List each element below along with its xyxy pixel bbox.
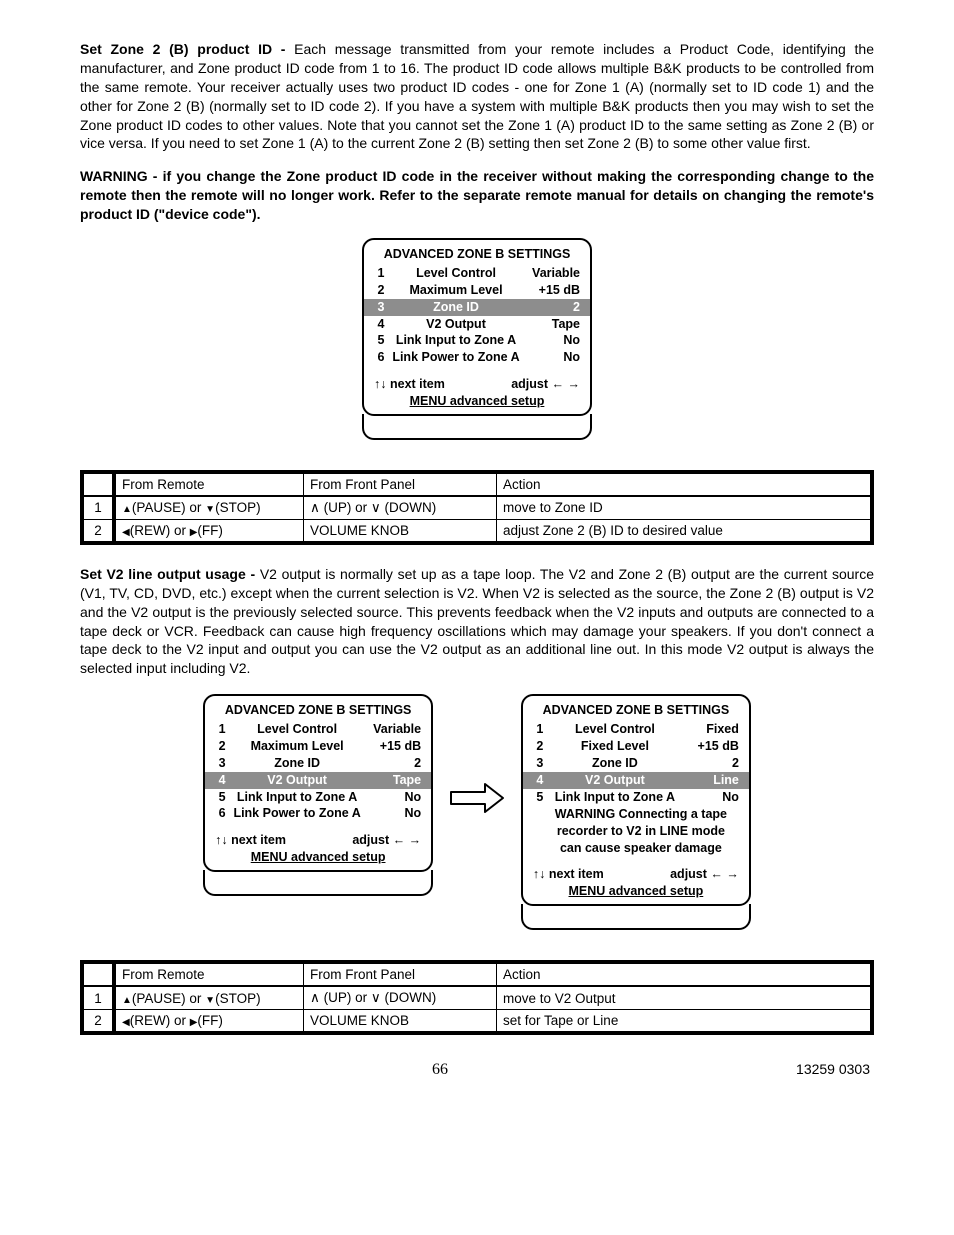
osd-row: 1Level ControlVariable (215, 721, 421, 738)
page-number: 66 (432, 1061, 448, 1079)
para-warning: WARNING - if you change the Zone product… (80, 167, 874, 224)
osd-row: 3Zone ID2 (533, 755, 739, 772)
osd-warning-line: can cause speaker damage (543, 841, 739, 856)
osd-nav: ↑↓ next item adjust ← → (374, 376, 580, 393)
osd-row: 6Link Power to Zone ANo (215, 805, 421, 822)
para-body: Each message transmitted from your remot… (80, 41, 874, 151)
updown-icon: ↑↓ (215, 833, 228, 847)
osd-rows: 1Level ControlVariable2Maximum Level+15 … (374, 265, 580, 366)
osd-row: 5Link Input to Zone ANo (374, 332, 580, 349)
osd-row: 4V2 OutputTape (205, 772, 431, 789)
osd-warning-line: recorder to V2 in LINE mode (543, 824, 739, 839)
osd-menu-box: ADVANCED ZONE B SETTINGS 1Level ControlV… (203, 694, 433, 872)
table-row: 2◀(REW) or ▶(FF)VOLUME KNOBset for Tape … (82, 1010, 872, 1034)
osd-row: 6Link Power to Zone ANo (374, 349, 580, 366)
table-body: 1▲(PAUSE) or ▼(STOP)∧ (UP) or ∨ (DOWN)mo… (82, 986, 872, 1033)
para-body: V2 output is normally set up as a tape l… (80, 566, 874, 676)
osd-sub-box (362, 414, 592, 440)
osd-row: 2Fixed Level+15 dB (533, 738, 739, 755)
osd-row: 1Level ControlFixed (533, 721, 739, 738)
osd-rows: 1Level ControlFixed2Fixed Level+15 dB3Zo… (533, 721, 739, 856)
page-footer: 66 13259 0303 (80, 1061, 874, 1079)
leftright-icon: ← → (393, 833, 421, 847)
osd-row: 2Maximum Level+15 dB (374, 282, 580, 299)
osd-row: 3Zone ID2 (364, 299, 590, 316)
osd-zone-id: ADVANCED ZONE B SETTINGS 1Level ControlV… (80, 238, 874, 440)
para-v2-output: Set V2 line output usage - V2 output is … (80, 565, 874, 678)
hdr-panel: From Front Panel (304, 472, 497, 496)
osd-row: 5Link Input to Zone ANo (533, 789, 739, 806)
table-header-row: From Remote From Front Panel Action (82, 472, 872, 496)
osd-footer: MENU advanced setup (374, 393, 580, 410)
para-lead: Set V2 line output usage - (80, 566, 260, 582)
osd-row: 2Maximum Level+15 dB (215, 738, 421, 755)
para-set-zone-id: Set Zone 2 (B) product ID - Each message… (80, 40, 874, 153)
table-v2-steps: From Remote From Front Panel Action 1▲(P… (80, 960, 874, 1035)
updown-icon: ↑↓ (374, 377, 387, 391)
osd-menu-box: ADVANCED ZONE B SETTINGS 1Level ControlV… (362, 238, 592, 416)
table-zone-id-steps: From Remote From Front Panel Action 1▲(P… (80, 470, 874, 545)
doc-number: 13259 0303 (796, 1061, 870, 1079)
para-lead: Set Zone 2 (B) product ID - (80, 41, 294, 57)
table-row: 1▲(PAUSE) or ▼(STOP)∧ (UP) or ∨ (DOWN)mo… (82, 986, 872, 1010)
osd-row: 3Zone ID2 (215, 755, 421, 772)
osd-row: 5Link Input to Zone ANo (215, 789, 421, 806)
hdr-action: Action (497, 472, 873, 496)
osd-warning-line: WARNING Connecting a tape (543, 807, 739, 822)
leftright-icon: ← → (552, 377, 580, 391)
leftright-icon: ← → (710, 867, 738, 881)
table-row: 1▲(PAUSE) or ▼(STOP)∧ (UP) or ∨ (DOWN)mo… (82, 496, 872, 520)
osd-v2-pair: ADVANCED ZONE B SETTINGS 1Level ControlV… (80, 694, 874, 930)
table-row: 2◀(REW) or ▶(FF)VOLUME KNOBadjust Zone 2… (82, 519, 872, 543)
osd-row: 4V2 OutputLine (523, 772, 749, 789)
osd-row: 4V2 OutputTape (374, 316, 580, 333)
arrow-icon (447, 778, 507, 821)
table-body: 1▲(PAUSE) or ▼(STOP)∧ (UP) or ∨ (DOWN)mo… (82, 496, 872, 543)
osd-row: 1Level ControlVariable (374, 265, 580, 282)
osd-rows: 1Level ControlVariable2Maximum Level+15 … (215, 721, 421, 822)
osd-menu-box: ADVANCED ZONE B SETTINGS 1Level ControlF… (521, 694, 751, 906)
osd-title: ADVANCED ZONE B SETTINGS (374, 246, 580, 263)
hdr-remote: From Remote (114, 472, 304, 496)
table-header-row: From Remote From Front Panel Action (82, 962, 872, 986)
updown-icon: ↑↓ (533, 867, 546, 881)
